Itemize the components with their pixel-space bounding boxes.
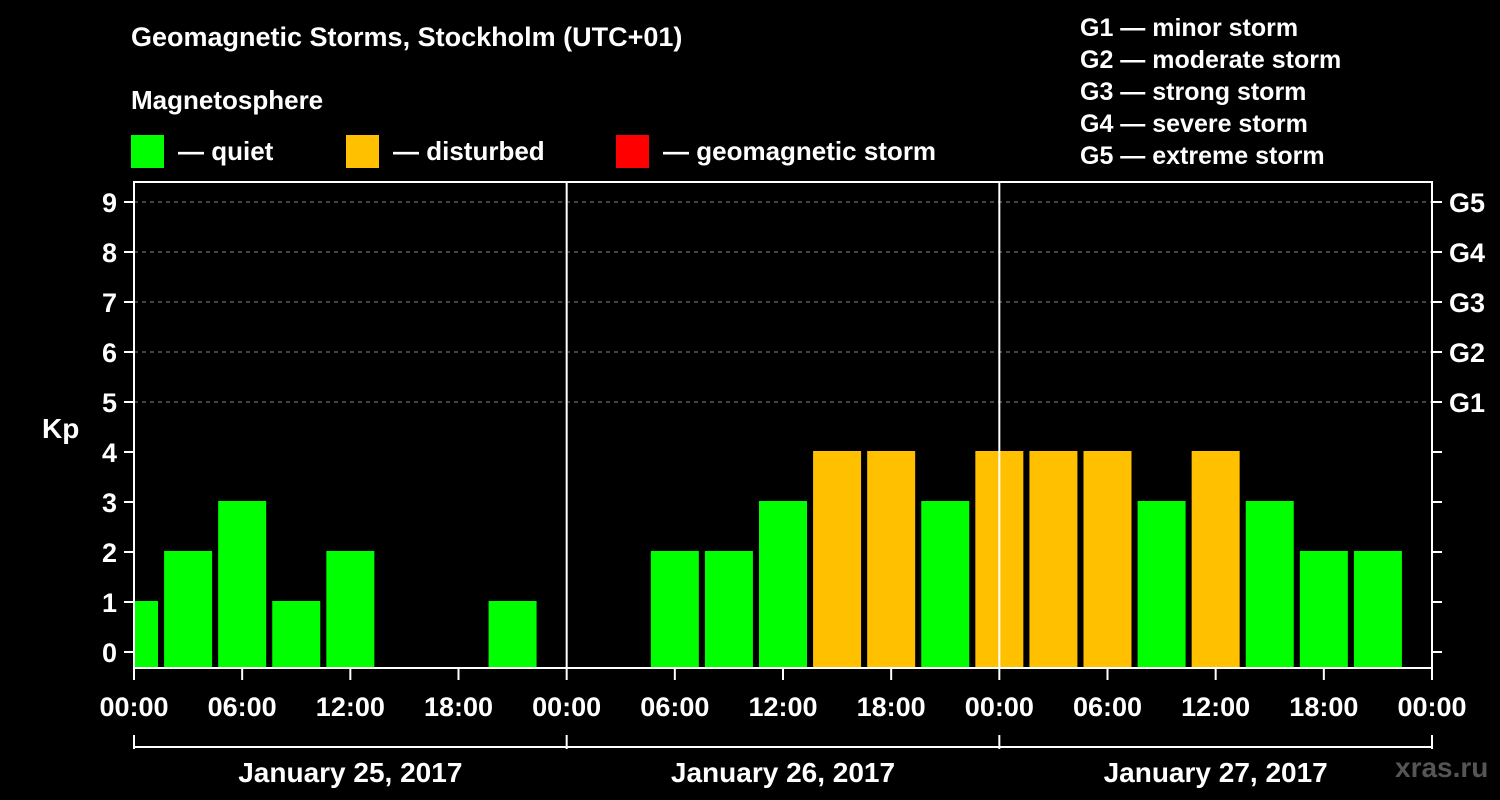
kp-bar bbox=[921, 501, 970, 667]
date-label: January 26, 2017 bbox=[671, 757, 895, 788]
kp-bar bbox=[135, 601, 158, 667]
right-axis-label: G3 bbox=[1449, 288, 1485, 318]
right-axis-label: G2 bbox=[1449, 338, 1485, 368]
legend-label-storm: — geomagnetic storm bbox=[663, 135, 937, 166]
legend-item-quiet: — quiet bbox=[131, 134, 273, 168]
x-tick-label: 00:00 bbox=[99, 692, 168, 722]
y-tick-label: 5 bbox=[102, 388, 117, 418]
storm-scale-g5: G5 — extreme storm bbox=[1080, 142, 1325, 170]
y-tick-label: 8 bbox=[102, 238, 117, 268]
right-axis-label: G1 bbox=[1449, 388, 1485, 418]
y-tick-label: 6 bbox=[102, 338, 117, 368]
x-tick-label: 18:00 bbox=[1289, 692, 1358, 722]
kp-bar bbox=[1299, 551, 1348, 667]
x-tick-label: 06:00 bbox=[640, 692, 709, 722]
kp-bar bbox=[1353, 551, 1402, 667]
y-tick-label: 1 bbox=[102, 588, 117, 618]
kp-bar bbox=[272, 601, 321, 667]
y-tick-label: 0 bbox=[102, 638, 117, 668]
kp-bar bbox=[704, 551, 753, 667]
y-tick-label: 9 bbox=[102, 188, 117, 218]
storm-scale-g4: G4 — severe storm bbox=[1080, 110, 1308, 138]
right-axis-label: G4 bbox=[1449, 238, 1485, 268]
kp-bar bbox=[218, 501, 267, 667]
kp-bar bbox=[1083, 451, 1132, 667]
date-label: January 25, 2017 bbox=[238, 757, 462, 788]
legend-swatch-storm bbox=[616, 134, 649, 168]
kp-bar bbox=[1245, 501, 1294, 667]
legend-label-disturbed: — disturbed bbox=[393, 135, 545, 166]
y-tick-label: 7 bbox=[102, 288, 117, 318]
kp-bar bbox=[326, 551, 375, 667]
watermark: xras.ru bbox=[1395, 752, 1489, 783]
x-tick-label: 12:00 bbox=[748, 692, 817, 722]
y-axis-label: Kp bbox=[42, 413, 79, 444]
kp-bar bbox=[759, 501, 807, 667]
storm-scale-g3: G3 — strong storm bbox=[1080, 78, 1307, 106]
storm-scale-g2: G2 — moderate storm bbox=[1080, 46, 1342, 74]
kp-bar bbox=[1137, 501, 1186, 667]
y-tick-label: 2 bbox=[102, 538, 117, 568]
right-axis-label: G5 bbox=[1449, 188, 1485, 218]
x-tick-label: 12:00 bbox=[316, 692, 385, 722]
storm-scale-legend: G1 — minor storm G2 — moderate storm G3 … bbox=[1080, 12, 1341, 172]
legend-item-disturbed: — disturbed bbox=[346, 134, 545, 168]
kp-bar bbox=[867, 451, 916, 667]
chart-subtitle: Magnetosphere bbox=[131, 85, 324, 115]
storm-scale-g1: G1 — minor storm bbox=[1080, 14, 1299, 42]
kp-bar bbox=[1191, 451, 1240, 667]
legend-label-quiet: — quiet bbox=[178, 135, 274, 166]
x-tick-label: 00:00 bbox=[532, 692, 601, 722]
x-tick-label: 12:00 bbox=[1181, 692, 1250, 722]
y-tick-label: 3 bbox=[102, 488, 117, 518]
x-tick-label: 18:00 bbox=[857, 692, 926, 722]
legend-item-storm: — geomagnetic storm bbox=[616, 134, 936, 168]
kp-bar bbox=[1029, 451, 1078, 667]
x-tick-label: 00:00 bbox=[965, 692, 1034, 722]
kp-bar bbox=[488, 601, 537, 667]
kp-bar bbox=[813, 451, 862, 667]
x-tick-label: 00:00 bbox=[1397, 692, 1466, 722]
legend-swatch-quiet bbox=[131, 134, 164, 168]
legend-swatch-disturbed bbox=[346, 134, 379, 168]
y-tick-label: 4 bbox=[102, 438, 117, 468]
x-tick-label: 06:00 bbox=[208, 692, 277, 722]
kp-bar bbox=[164, 551, 213, 667]
x-tick-label: 18:00 bbox=[424, 692, 493, 722]
kp-bar bbox=[650, 551, 699, 667]
x-tick-label: 06:00 bbox=[1073, 692, 1142, 722]
date-label: January 27, 2017 bbox=[1104, 757, 1328, 788]
chart-title: Geomagnetic Storms, Stockholm (UTC+01) bbox=[131, 22, 683, 52]
